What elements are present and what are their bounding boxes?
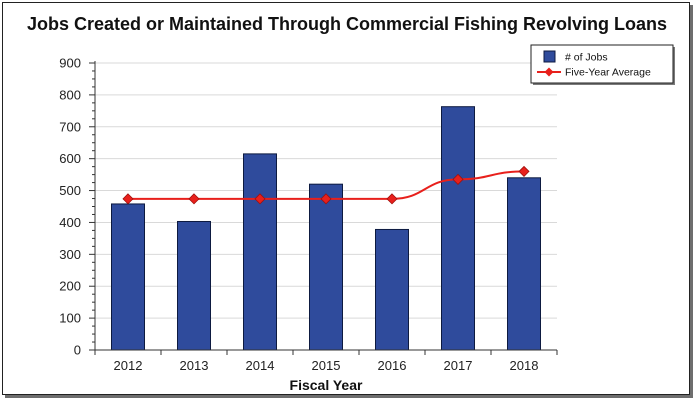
bar (177, 220, 211, 351)
bar (309, 183, 343, 351)
y-tick-label: 900 (59, 56, 81, 71)
average-point (188, 193, 200, 205)
x-tick-label: 2014 (246, 358, 275, 373)
bar (243, 153, 277, 351)
chart-title: Jobs Created or Maintained Through Comme… (26, 14, 668, 34)
average-point (386, 193, 398, 205)
bar (507, 177, 541, 351)
bar (111, 203, 145, 351)
bar (441, 106, 475, 351)
x-axis-label: Fiscal Year (290, 377, 363, 393)
average-point (254, 193, 266, 205)
y-tick-label: 400 (59, 215, 81, 230)
y-tick-label: 800 (59, 87, 81, 102)
x-tick-label: 2015 (312, 358, 341, 373)
average-point (518, 165, 530, 177)
legend-bar-swatch (543, 50, 556, 63)
y-tick-label: 500 (59, 183, 81, 198)
average-point (320, 193, 332, 205)
y-tick-label: 200 (59, 279, 81, 294)
y-tick-label: 100 (59, 311, 81, 326)
y-tick-label: 700 (59, 119, 81, 134)
y-tick-label: 300 (59, 247, 81, 262)
y-tick-label: 0 (74, 343, 81, 358)
x-tick-label: 2012 (114, 358, 143, 373)
average-point (122, 193, 134, 205)
x-tick-label: 2016 (378, 358, 407, 373)
x-tick-label: 2017 (444, 358, 473, 373)
legend-label-average: Five-Year Average (565, 67, 651, 79)
x-tick-label: 2013 (180, 358, 209, 373)
legend-line-marker (544, 67, 554, 77)
bar (375, 228, 409, 351)
average-point (452, 173, 464, 185)
x-tick-label: 2018 (510, 358, 539, 373)
y-tick-label: 600 (59, 151, 81, 166)
legend-label-jobs: # of Jobs (565, 52, 608, 64)
